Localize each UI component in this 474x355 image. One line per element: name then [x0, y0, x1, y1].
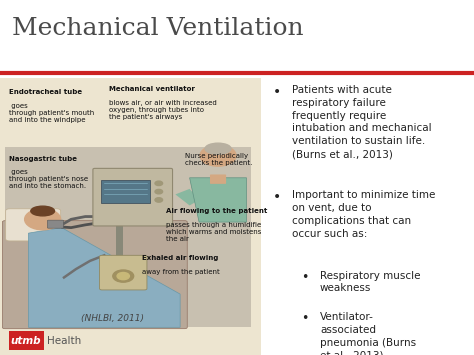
FancyBboxPatch shape — [210, 174, 226, 184]
Text: Ventilator-
associated
pneumonia (Burns
et al., 2013): Ventilator- associated pneumonia (Burns … — [320, 312, 416, 355]
Ellipse shape — [31, 206, 55, 216]
Ellipse shape — [205, 143, 231, 154]
Text: passes through a humidifie
which warms and moistens
the air: passes through a humidifie which warms a… — [166, 222, 261, 242]
Text: Patients with acute
respiratory failure
frequently require
intubation and mechan: Patients with acute respiratory failure … — [292, 85, 431, 159]
Text: •: • — [273, 85, 281, 99]
Text: Health: Health — [47, 335, 82, 346]
Text: (NHLBI, 2011): (NHLBI, 2011) — [81, 314, 144, 323]
Text: •: • — [301, 271, 309, 284]
Polygon shape — [175, 189, 199, 206]
Text: goes
through patient's nose
and into the stomach.: goes through patient's nose and into the… — [9, 169, 89, 190]
Text: blows air, or air with increased
oxygen, through tubes into
the patient's airway: blows air, or air with increased oxygen,… — [109, 100, 217, 120]
FancyBboxPatch shape — [5, 147, 251, 327]
Circle shape — [113, 270, 134, 282]
Circle shape — [200, 145, 236, 166]
FancyBboxPatch shape — [9, 331, 44, 350]
FancyBboxPatch shape — [93, 168, 173, 226]
Text: Important to minimize time
on vent, due to
complications that can
occur such as:: Important to minimize time on vent, due … — [292, 190, 435, 239]
Text: away from the patient: away from the patient — [142, 269, 220, 275]
Polygon shape — [28, 228, 180, 327]
Text: •: • — [301, 312, 309, 325]
FancyBboxPatch shape — [47, 220, 64, 228]
Text: Nasogastric tube: Nasogastric tube — [9, 155, 77, 162]
FancyBboxPatch shape — [101, 180, 150, 203]
Circle shape — [155, 190, 163, 194]
Text: Nurse periodically
checks the patient.: Nurse periodically checks the patient. — [185, 153, 252, 166]
FancyBboxPatch shape — [116, 175, 123, 258]
FancyBboxPatch shape — [2, 221, 187, 329]
Text: •: • — [273, 190, 281, 204]
Circle shape — [117, 273, 129, 280]
Circle shape — [155, 198, 163, 202]
Text: utmb: utmb — [11, 335, 41, 346]
Circle shape — [155, 181, 163, 186]
Text: Exhaled air flowing: Exhaled air flowing — [142, 255, 219, 261]
Text: Air flowing to the patient: Air flowing to the patient — [166, 208, 267, 214]
FancyBboxPatch shape — [6, 209, 61, 241]
FancyBboxPatch shape — [100, 255, 147, 290]
Polygon shape — [190, 178, 246, 222]
Text: Endotracheal tube: Endotracheal tube — [9, 89, 82, 95]
Text: goes
through patient's mouth
and into the windpipe: goes through patient's mouth and into th… — [9, 103, 95, 123]
FancyBboxPatch shape — [0, 78, 261, 355]
Text: Respiratory muscle
weakness: Respiratory muscle weakness — [320, 271, 420, 293]
Text: Mechanical Ventilation: Mechanical Ventilation — [12, 17, 303, 40]
Text: Mechanical ventilator: Mechanical ventilator — [109, 86, 195, 92]
Circle shape — [25, 209, 61, 230]
